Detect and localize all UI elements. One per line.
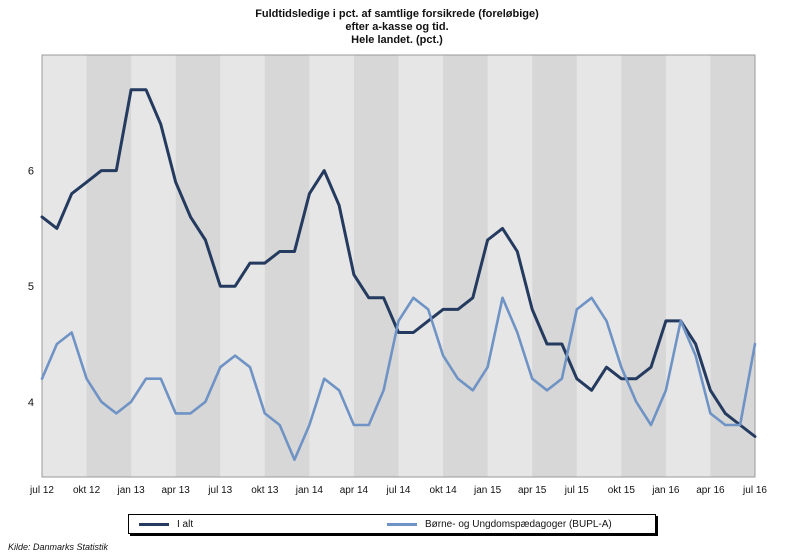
plot-band	[532, 55, 577, 477]
plot-band	[353, 55, 399, 477]
legend-label-bupl: Børne- og Ungdomspædagoger (BUPL-A)	[425, 518, 612, 530]
plot-frame	[41, 54, 756, 478]
series-line-bupl	[40, 296, 757, 462]
x-tick-label: okt 12	[73, 485, 101, 496]
x-tick-label: jan 16	[651, 485, 680, 496]
line-chart: 4 5 6 jul 12 okt 12 jan 13 apr 13 jul 13 okt 13 j…	[28, 54, 767, 496]
series-line-i-alt	[40, 88, 757, 438]
chart-title-line-1: Fuldtidsledige i pct. af samtlige forsik…	[255, 8, 539, 20]
legend-swatch-bupl	[387, 522, 417, 526]
x-tick-label: jul 14	[386, 485, 411, 496]
x-tick-label: jul 16	[742, 485, 767, 496]
plot-band	[264, 55, 310, 477]
y-tick-label: 6	[28, 166, 34, 178]
y-tick-label: 5	[28, 281, 34, 293]
legend-label-i-alt: I alt	[177, 518, 194, 530]
chart-title: Fuldtidsledige i pct. af samtlige forsik…	[0, 8, 794, 47]
plot-band	[710, 55, 755, 477]
legend-item-i-alt: I alt	[139, 515, 193, 533]
x-tick-label: okt 13	[251, 485, 279, 496]
chart-title-line-2: efter a-kasse og tid.	[345, 21, 449, 33]
x-tick-label: jul 15	[564, 485, 589, 496]
x-tick-label: okt 14	[429, 485, 457, 496]
chart-title-line-3: Hele landet. (pct.)	[351, 34, 443, 46]
x-tick-label: apr 14	[340, 485, 369, 496]
chart-legend: I alt Børne- og Ungdomspædagoger (BUPL-A…	[128, 514, 656, 534]
source-note: Kilde: Danmarks Statistik	[8, 542, 109, 552]
x-tick-label: jan 14	[295, 485, 324, 496]
y-tick-label: 4	[28, 397, 34, 409]
x-tick-label: jul 13	[207, 485, 232, 496]
x-tick-label: jan 15	[473, 485, 502, 496]
x-tick-label: jan 13	[117, 485, 146, 496]
x-tick-label: apr 13	[162, 485, 191, 496]
legend-swatch-i-alt	[139, 522, 169, 526]
x-tick-label: apr 15	[518, 485, 547, 496]
x-tick-label: jul 12	[29, 485, 54, 496]
x-tick-label: okt 15	[608, 485, 636, 496]
legend-item-bupl: Børne- og Ungdomspædagoger (BUPL-A)	[387, 515, 612, 533]
x-tick-label: apr 16	[696, 485, 725, 496]
